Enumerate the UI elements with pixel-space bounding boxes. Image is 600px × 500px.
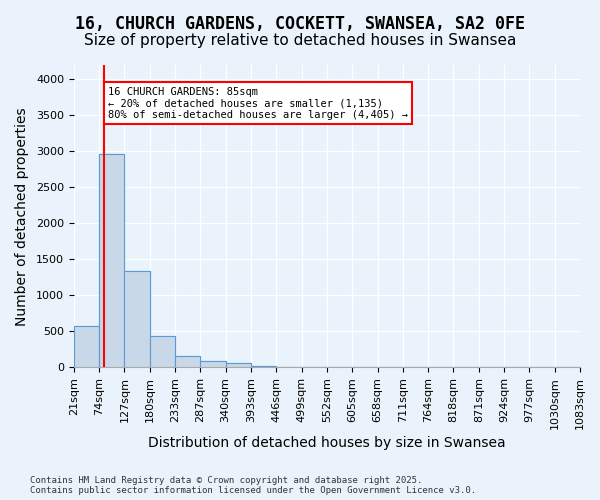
Bar	[226, 364, 251, 368]
Bar	[226, 364, 251, 368]
Bar	[74, 326, 99, 368]
Bar	[175, 356, 200, 368]
Y-axis label: Number of detached properties: Number of detached properties	[15, 107, 29, 326]
Bar	[150, 336, 175, 368]
Bar	[99, 154, 124, 368]
Text: Size of property relative to detached houses in Swansea: Size of property relative to detached ho…	[84, 32, 516, 48]
Bar	[124, 271, 150, 368]
Bar	[124, 271, 150, 368]
X-axis label: Distribution of detached houses by size in Swansea: Distribution of detached houses by size …	[148, 436, 506, 450]
Bar	[74, 326, 99, 368]
Bar	[276, 367, 302, 368]
Bar	[251, 366, 276, 368]
Bar	[150, 336, 175, 368]
Text: 16 CHURCH GARDENS: 85sqm
← 20% of detached houses are smaller (1,135)
80% of sem: 16 CHURCH GARDENS: 85sqm ← 20% of detach…	[108, 86, 408, 120]
Text: Contains HM Land Registry data © Crown copyright and database right 2025.
Contai: Contains HM Land Registry data © Crown c…	[30, 476, 476, 495]
Bar	[200, 362, 226, 368]
Text: 16, CHURCH GARDENS, COCKETT, SWANSEA, SA2 0FE: 16, CHURCH GARDENS, COCKETT, SWANSEA, SA…	[75, 15, 525, 33]
Bar	[175, 356, 200, 368]
Bar	[276, 367, 302, 368]
Bar	[200, 362, 226, 368]
Bar	[99, 154, 124, 368]
Bar	[251, 366, 276, 368]
